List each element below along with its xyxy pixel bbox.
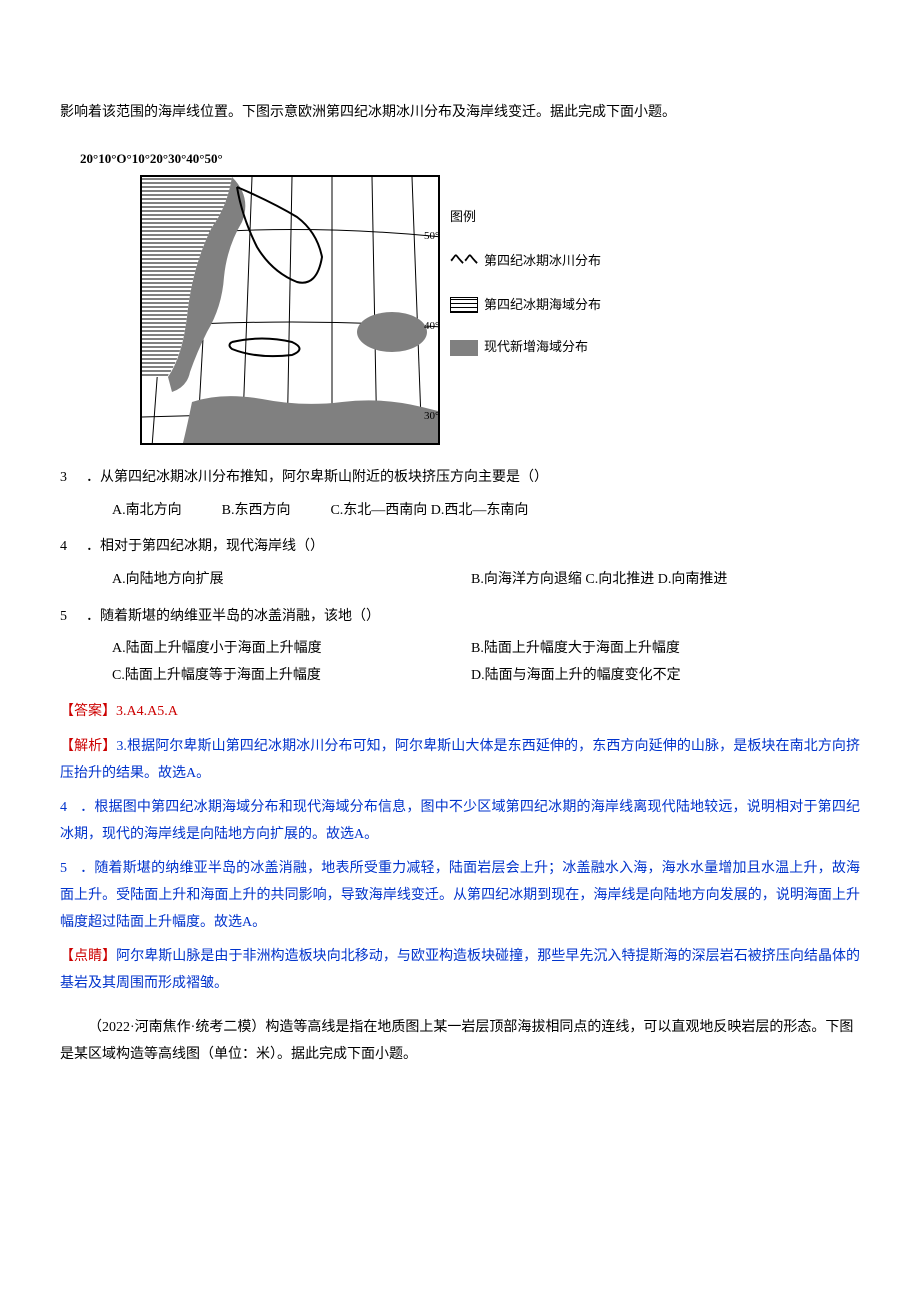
answer-line: 【答案】3.A4.A5.A <box>60 699 860 726</box>
q3-opt-cd: C.东北—西南向 D.西北—东南向 <box>330 498 528 525</box>
q5-options: A.陆面上升幅度小于海面上升幅度 B.陆面上升幅度大于海面上升幅度 C.陆面上升… <box>86 636 860 689</box>
answer-label: 【答案】 <box>60 704 116 719</box>
analysis-5-text: ．随着斯堪的纳维亚半岛的冰盖消融，地表所受重力减轻，陆面岩层会上升；冰盖融水入海… <box>60 861 860 929</box>
q5-opt-b: B.陆面上升幅度大于海面上升幅度 <box>471 636 830 663</box>
legend-item-modern-sea: 现代新增海域分布 <box>450 335 601 360</box>
solid-swatch-icon <box>450 340 478 356</box>
q3-opt-a: A.南北方向 <box>112 498 182 525</box>
glacier-line-icon: へへ <box>450 248 478 275</box>
legend-item-glacier: へへ 第四纪冰期冰川分布 <box>450 248 601 275</box>
q5-number: 5 <box>60 604 86 631</box>
lat-label-40: 40° <box>424 320 439 332</box>
legend-item-quaternary-sea: 第四纪冰期海域分布 <box>450 293 601 318</box>
q5-stem: ．随着斯堪的纳维亚半岛的冰盖消融，该地（） <box>86 609 380 624</box>
analysis-label: 【解析】 <box>60 739 116 754</box>
q4-options: A.向陆地方向扩展 B.向海洋方向退缩 C.向北推进 D.向南推进 <box>86 567 860 594</box>
q3-opt-b: B.东西方向 <box>222 498 291 525</box>
next-context: （2022·河南焦作·统考二模）构造等高线是指在地质图上某一岩层顶部海拔相同点的… <box>60 1015 860 1068</box>
q4-stem: ．相对于第四纪冰期，现代海岸线（） <box>86 539 324 554</box>
lat-label-30: 30° <box>424 410 439 422</box>
q5-opt-d: D.陆面与海面上升的幅度变化不定 <box>471 663 830 690</box>
tip-paragraph: 【点睛】阿尔卑斯山脉是由于非洲构造板块向北移动，与欧亚构造板块碰撞，那些早先沉入… <box>60 944 860 997</box>
q3-number: 3 <box>60 465 86 492</box>
lat-label-50: 50° <box>424 230 439 242</box>
legend-label-quaternary: 第四纪冰期海域分布 <box>484 293 601 318</box>
analysis-5-num: 5 <box>60 856 80 883</box>
question-4: 4 ．相对于第四纪冰期，现代海岸线（） A.向陆地方向扩展 B.向海洋方向退缩 … <box>60 534 860 593</box>
figure-container: 20°10°O°10°20°30°40°50° <box>60 147 860 446</box>
analysis-4-num: 4 <box>60 795 80 822</box>
legend-label-modern: 现代新增海域分布 <box>484 335 588 360</box>
question-3: 3 ．从第四纪冰期冰川分布推知，阿尔卑斯山附近的板块挤压方向主要是（） A.南北… <box>60 465 860 524</box>
analysis-5: 5．随着斯堪的纳维亚半岛的冰盖消融，地表所受重力减轻，陆面岩层会上升；冰盖融水入… <box>60 856 860 936</box>
tip-text: 阿尔卑斯山脉是由于非洲构造板块向北移动，与欧亚构造板块碰撞，那些早先沉入特提斯海… <box>60 949 860 991</box>
intro-paragraph: 影响着该范围的海岸线位置。下图示意欧洲第四纪冰期冰川分布及海岸线变迁。据此完成下… <box>60 100 860 127</box>
q3-stem: ．从第四纪冰期冰川分布推知，阿尔卑斯山附近的板块挤压方向主要是（） <box>86 470 548 485</box>
analysis-3: 【解析】3.根据阿尔卑斯山第四纪冰期冰川分布可知，阿尔卑斯山大体是东西延伸的，东… <box>60 734 860 787</box>
analysis-4: 4．根据图中第四纪冰期海域分布和现代海域分布信息，图中不少区域第四纪冰期的海岸线… <box>60 795 860 848</box>
analysis-3-text: .根据阿尔卑斯山第四纪冰期冰川分布可知，阿尔卑斯山大体是东西延伸的，东西方向延伸… <box>60 739 860 781</box>
tip-label: 【点睛】 <box>60 949 116 964</box>
europe-map-figure: 50° 40° 30° <box>140 175 440 445</box>
legend-title: 图例 <box>450 205 601 230</box>
answer-value: 3.A4.A5.A <box>116 704 178 719</box>
legend-label-glacier: 第四纪冰期冰川分布 <box>484 249 601 274</box>
q3-options: A.南北方向 B.东西方向 C.东北—西南向 D.西北—东南向 <box>86 498 860 525</box>
axis-label-top: 20°10°O°10°20°30°40°50° <box>80 147 860 172</box>
q5-opt-a: A.陆面上升幅度小于海面上升幅度 <box>112 636 471 663</box>
question-5: 5 ．随着斯堪的纳维亚半岛的冰盖消融，该地（） A.陆面上升幅度小于海面上升幅度… <box>60 604 860 690</box>
context-source: （2022·河南焦作·统考二模） <box>88 1020 265 1035</box>
q4-opt-bcd: B.向海洋方向退缩 C.向北推进 D.向南推进 <box>471 567 830 594</box>
legend: 图例 へへ 第四纪冰期冰川分布 第四纪冰期海域分布 现代新增海域分布 <box>450 175 601 360</box>
q5-opt-c: C.陆面上升幅度等于海面上升幅度 <box>112 663 471 690</box>
analysis-4-text: ．根据图中第四纪冰期海域分布和现代海域分布信息，图中不少区域第四纪冰期的海岸线离… <box>60 800 860 842</box>
hatch-swatch-icon <box>450 297 478 313</box>
q4-opt-a: A.向陆地方向扩展 <box>112 567 471 594</box>
q4-number: 4 <box>60 534 86 561</box>
